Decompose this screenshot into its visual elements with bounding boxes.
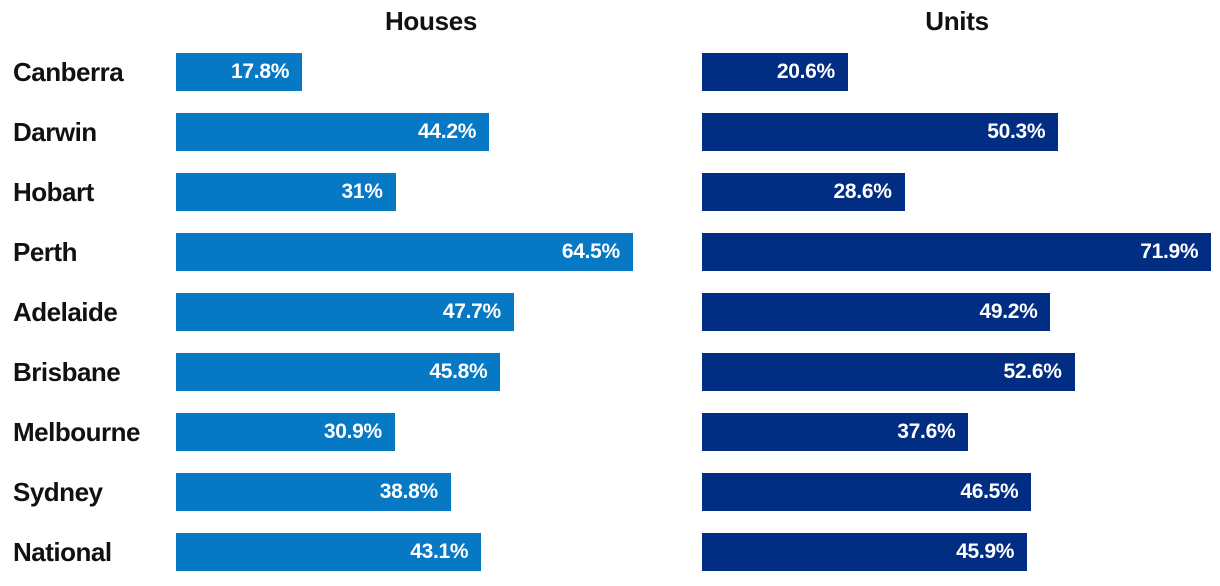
units-panel: 71.9% <box>702 233 1212 271</box>
houses-bar: 64.5% <box>176 233 633 271</box>
units-bar-value-label: 20.6% <box>776 60 835 83</box>
houses-panel: 47.7% <box>176 293 686 331</box>
units-panel: 37.6% <box>702 413 1212 451</box>
houses-bar-value-label: 38.8% <box>379 480 438 503</box>
units-bar-value-label: 71.9% <box>1140 240 1199 263</box>
chart-row: Darwin 44.2% 50.3% <box>0 102 1220 162</box>
units-bar: 45.9% <box>702 533 1028 571</box>
houses-bar-value-label: 45.8% <box>429 360 488 383</box>
houses-bar: 44.2% <box>176 113 490 151</box>
units-column-header: Units <box>925 6 989 36</box>
units-panel: 20.6% <box>702 53 1212 91</box>
units-bar: 52.6% <box>702 353 1075 391</box>
chart-row: Perth 64.5% 71.9% <box>0 222 1220 282</box>
category-label: Perth <box>13 236 77 267</box>
houses-bar-value-label: 64.5% <box>561 240 620 263</box>
houses-column-header: Houses <box>384 6 478 36</box>
category-label: Adelaide <box>13 296 118 327</box>
houses-panel: 38.8% <box>176 473 686 511</box>
chart-row: Adelaide 47.7% 49.2% <box>0 282 1220 342</box>
houses-bar: 47.7% <box>176 293 514 331</box>
units-panel: 50.3% <box>702 113 1212 151</box>
units-bar-value-label: 49.2% <box>979 300 1038 323</box>
category-label: Melbourne <box>13 416 140 447</box>
units-bar: 71.9% <box>702 233 1212 271</box>
houses-bar: 30.9% <box>176 413 395 451</box>
houses-bar: 43.1% <box>176 533 482 571</box>
houses-panel: 31% <box>176 173 686 211</box>
category-label: Canberra <box>13 56 124 87</box>
units-panel: 52.6% <box>702 353 1212 391</box>
units-panel: 45.9% <box>702 533 1212 571</box>
units-bar: 46.5% <box>702 473 1032 511</box>
category-label: Sydney <box>13 476 103 507</box>
houses-panel: 17.8% <box>176 53 686 91</box>
chart-row: National 43.1% 45.9% <box>0 522 1220 582</box>
units-panel: 49.2% <box>702 293 1212 331</box>
houses-bar-value-label: 44.2% <box>418 120 477 143</box>
units-bar-value-label: 52.6% <box>1003 360 1062 383</box>
houses-bar-value-label: 31% <box>341 180 383 203</box>
column-headers: Houses Units <box>0 6 1220 42</box>
chart-rows: Canberra 17.8% 20.6% Darwin 44.2% 50.3% Hobart… <box>0 42 1220 582</box>
chart-row: Brisbane 45.8% 52.6% <box>0 342 1220 402</box>
chart-row: Sydney 38.8% 46.5% <box>0 462 1220 522</box>
category-label: Brisbane <box>13 356 121 387</box>
units-bar: 28.6% <box>702 173 905 211</box>
chart-row: Canberra 17.8% 20.6% <box>0 42 1220 102</box>
units-bar: 20.6% <box>702 53 848 91</box>
units-panel: 46.5% <box>702 473 1212 511</box>
houses-bar-value-label: 47.7% <box>442 300 501 323</box>
units-bar-value-label: 37.6% <box>897 420 956 443</box>
houses-panel: 43.1% <box>176 533 686 571</box>
units-bar: 50.3% <box>702 113 1059 151</box>
category-label: Hobart <box>13 176 94 207</box>
houses-panel: 45.8% <box>176 353 686 391</box>
units-bar: 37.6% <box>702 413 969 451</box>
houses-bar: 38.8% <box>176 473 451 511</box>
houses-panel: 64.5% <box>176 233 686 271</box>
units-bar-value-label: 45.9% <box>956 540 1015 563</box>
units-bar-value-label: 50.3% <box>987 120 1046 143</box>
units-bar-value-label: 28.6% <box>833 180 892 203</box>
units-bar: 49.2% <box>702 293 1051 331</box>
houses-bar: 17.8% <box>176 53 303 91</box>
houses-bar: 45.8% <box>176 353 501 391</box>
houses-panel: 30.9% <box>176 413 686 451</box>
chart-row: Hobart 31% 28.6% <box>0 162 1220 222</box>
houses-panel: 44.2% <box>176 113 686 151</box>
category-label: Darwin <box>13 116 97 147</box>
houses-bar-value-label: 30.9% <box>323 420 382 443</box>
houses-bar-value-label: 43.1% <box>410 540 469 563</box>
chart-row: Melbourne 30.9% 37.6% <box>0 402 1220 462</box>
units-bar-value-label: 46.5% <box>960 480 1019 503</box>
houses-bar: 31% <box>176 173 396 211</box>
houses-bar-value-label: 17.8% <box>231 60 290 83</box>
units-panel: 28.6% <box>702 173 1212 211</box>
category-label: National <box>13 536 112 567</box>
